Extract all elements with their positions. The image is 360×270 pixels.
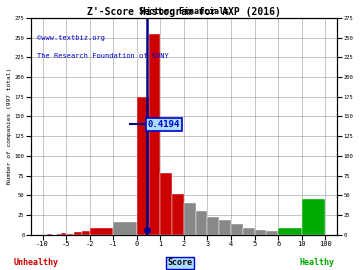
Text: Unhealthy: Unhealthy: [14, 258, 58, 267]
Text: Score: Score: [167, 258, 193, 267]
Text: The Research Foundation of SUNY: The Research Foundation of SUNY: [37, 53, 168, 59]
Bar: [243, 228, 255, 235]
Y-axis label: Number of companies (997 total): Number of companies (997 total): [7, 68, 12, 184]
Bar: [196, 211, 207, 235]
Bar: [231, 224, 243, 235]
Bar: [137, 97, 149, 235]
Bar: [66, 234, 74, 235]
Bar: [74, 232, 82, 235]
Bar: [82, 231, 90, 235]
Text: 0.4194: 0.4194: [148, 120, 180, 129]
Bar: [57, 234, 61, 235]
Text: Sector: Financials: Sector: Financials: [139, 7, 229, 16]
Bar: [160, 173, 172, 235]
Bar: [90, 228, 113, 235]
Bar: [255, 230, 266, 235]
Bar: [184, 203, 196, 235]
Text: Healthy: Healthy: [299, 258, 334, 267]
Bar: [219, 220, 231, 235]
Bar: [266, 231, 278, 235]
Title: Z'-Score Histogram for AXP (2016): Z'-Score Histogram for AXP (2016): [87, 7, 281, 17]
Bar: [149, 34, 160, 235]
Bar: [172, 194, 184, 235]
Bar: [302, 199, 325, 235]
Bar: [61, 233, 66, 235]
Text: ©www.textbiz.org: ©www.textbiz.org: [37, 35, 105, 41]
Bar: [113, 222, 137, 235]
Bar: [47, 234, 52, 235]
Bar: [207, 217, 219, 235]
Bar: [278, 228, 302, 235]
